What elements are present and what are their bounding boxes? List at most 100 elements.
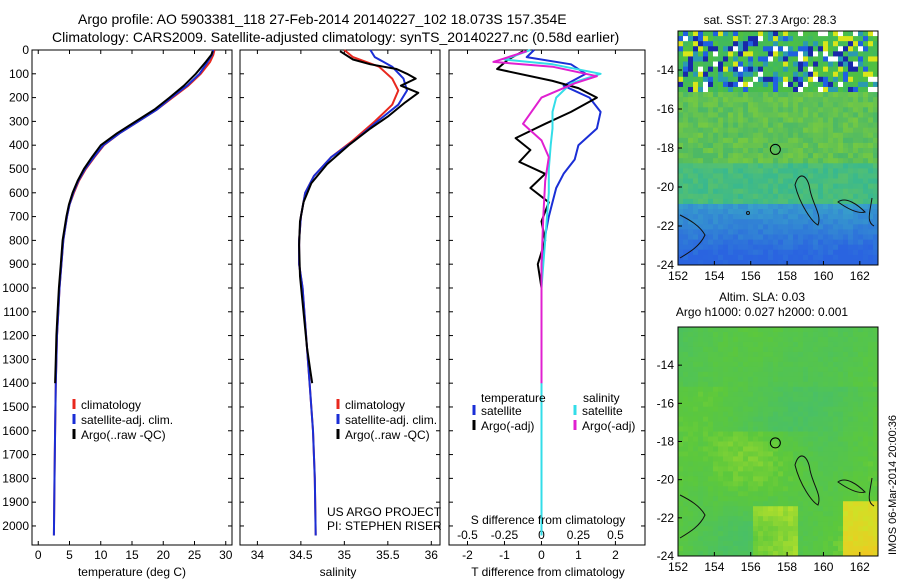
map-cell <box>783 153 789 159</box>
map-cell <box>793 436 799 442</box>
map-cell <box>748 491 754 497</box>
map-cell <box>713 224 719 230</box>
map-cell <box>853 526 859 532</box>
map-cell <box>848 381 854 388</box>
map-cell <box>838 486 844 492</box>
map-cell <box>788 401 794 408</box>
map-cell <box>723 214 729 220</box>
map-cell <box>698 224 704 230</box>
map-cell <box>718 168 724 174</box>
map-cell <box>823 401 829 408</box>
map-cell <box>683 351 689 358</box>
map-cell <box>813 336 819 343</box>
map-cell <box>813 327 819 333</box>
map-cell <box>713 209 719 215</box>
map-cell <box>823 254 829 261</box>
map-cell <box>678 214 684 220</box>
map-cell <box>693 239 699 246</box>
map-cell <box>843 551 849 557</box>
map-cell <box>678 501 684 507</box>
map-cell <box>803 203 809 210</box>
map-cell <box>718 46 724 52</box>
map-cell <box>868 81 874 88</box>
map-cell <box>808 127 814 134</box>
map-cell <box>853 173 859 179</box>
map-cell <box>818 209 824 215</box>
map-cell <box>738 234 744 240</box>
map-cell <box>843 137 849 144</box>
map-cell <box>828 426 834 432</box>
map-cell <box>863 426 869 432</box>
map-cell <box>708 406 714 413</box>
map-cell <box>688 193 694 200</box>
map-cell <box>768 546 774 552</box>
map-cell <box>793 426 799 432</box>
map-cell <box>718 346 724 353</box>
map-cell <box>688 178 694 185</box>
map-cell <box>693 107 699 113</box>
map-cell <box>743 86 749 93</box>
map-cell <box>788 551 794 557</box>
map-cell <box>683 376 689 383</box>
map-cell <box>838 426 844 432</box>
map-cell <box>858 239 864 246</box>
map-cell <box>748 386 754 393</box>
map-cell <box>793 97 799 103</box>
map-cell <box>703 234 709 240</box>
map-cell <box>723 142 729 149</box>
map-cell <box>868 491 874 497</box>
y-tick-label: 1200 <box>2 329 29 343</box>
map-cell <box>773 516 779 522</box>
map-cell <box>748 341 754 348</box>
map-cell <box>708 31 714 37</box>
map-cell <box>868 431 874 437</box>
map-cell <box>743 346 749 353</box>
sla-argo-marker <box>769 437 781 449</box>
map-cell <box>688 441 694 447</box>
map-cell <box>873 551 879 557</box>
map-cell <box>703 97 709 103</box>
map-cell <box>773 46 779 52</box>
map-cell <box>773 188 779 195</box>
map-cell <box>848 406 854 413</box>
map-cell <box>718 71 724 78</box>
map-cell <box>818 371 824 378</box>
map-cell <box>693 516 699 522</box>
map-cell <box>723 421 729 427</box>
map-cell <box>713 421 719 427</box>
map-cell <box>723 456 729 462</box>
map-cell <box>713 61 719 68</box>
map-cell <box>678 122 684 129</box>
map-cell <box>743 376 749 383</box>
map-cell <box>688 102 694 108</box>
map-cell <box>788 526 794 532</box>
map-cell <box>828 122 834 129</box>
map-cell <box>788 178 794 185</box>
map-cell <box>728 361 734 368</box>
map-cell <box>773 61 779 68</box>
map-cell <box>798 376 804 383</box>
map-cell <box>723 426 729 432</box>
map-cell <box>703 327 709 333</box>
map-cell <box>718 137 724 144</box>
map-cell <box>853 391 859 398</box>
map-cell <box>748 183 754 190</box>
map-cell <box>843 396 849 403</box>
map-cell <box>733 411 739 418</box>
map-cell <box>723 401 729 408</box>
map-cell <box>683 61 689 68</box>
map-cell <box>863 356 869 363</box>
map-cell <box>778 31 784 37</box>
map-cell <box>733 366 739 373</box>
map-cell <box>808 521 814 527</box>
map-cell <box>758 511 764 517</box>
map-cell <box>873 331 879 338</box>
map-cell <box>843 214 849 220</box>
map-cell <box>723 249 729 256</box>
map-cell <box>743 188 749 195</box>
map-cell <box>733 371 739 378</box>
map-cell <box>863 466 869 472</box>
map-cell <box>858 244 864 251</box>
map-cell <box>863 456 869 462</box>
sla-map-panel: Altim. SLA: 0.03 Argo h1000: 0.027 h2000… <box>657 290 879 574</box>
